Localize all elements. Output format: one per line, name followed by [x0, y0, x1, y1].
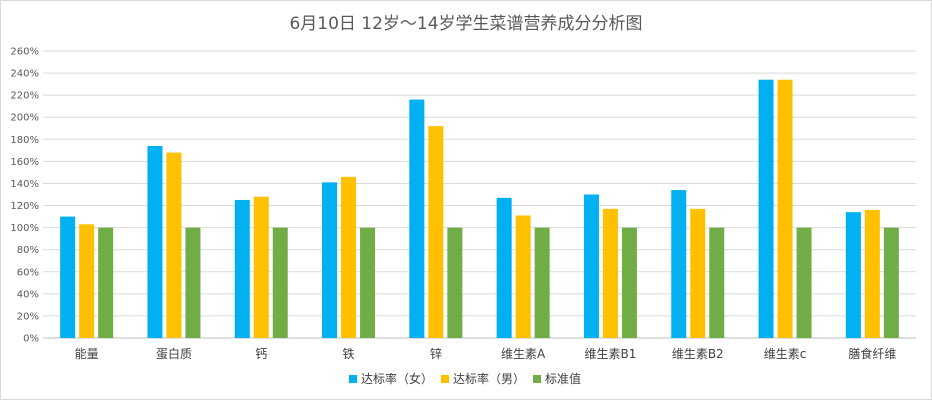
- bar: [621, 227, 637, 338]
- bar: [796, 227, 812, 338]
- bar: [883, 227, 899, 338]
- x-axis: 能量 蛋白质 钙 铁 锌 维生素A 维生素B1 维生素B2 维生素c 膳食纤维: [75, 346, 897, 361]
- legend-label: 达标率（女）: [361, 371, 433, 386]
- bar: [409, 99, 425, 338]
- y-tick-label: 0%: [23, 334, 39, 345]
- bar: [147, 145, 163, 338]
- bar: [98, 227, 114, 338]
- bar: [602, 208, 618, 338]
- x-tick-label: 维生素B2: [672, 347, 724, 361]
- x-tick-label: 铁: [343, 347, 355, 361]
- bar: [864, 209, 880, 338]
- bar: [709, 227, 725, 338]
- y-tick-label: 200%: [10, 113, 39, 124]
- y-tick-label: 20%: [17, 311, 39, 322]
- x-tick-label: 维生素B1: [585, 347, 637, 361]
- bar: [60, 216, 76, 338]
- legend: 达标率（女） 达标率（男） 标准值: [349, 371, 581, 386]
- y-tick-label: 260%: [10, 47, 39, 58]
- x-tick-label: 钙: [255, 347, 267, 361]
- x-tick-label: 维生素c: [764, 347, 807, 361]
- y-tick-label: 120%: [10, 201, 39, 212]
- bar: [234, 200, 250, 338]
- bar: [777, 79, 793, 338]
- y-tick-label: 60%: [17, 267, 39, 278]
- bar: [758, 79, 774, 338]
- legend-label: 标准值: [545, 371, 581, 386]
- y-tick-label: 140%: [10, 179, 39, 190]
- bar: [447, 227, 463, 338]
- y-tick-label: 160%: [10, 157, 39, 168]
- bar: [79, 224, 95, 338]
- bar: [671, 190, 687, 338]
- bar: [253, 196, 269, 338]
- chart-title: 6月10日 12岁～14岁学生菜谱营养成分分析图: [289, 14, 642, 34]
- bar: [690, 208, 706, 338]
- y-tick-label: 240%: [10, 69, 39, 80]
- x-tick-label: 膳食纤维: [848, 346, 896, 361]
- bar: [534, 227, 550, 338]
- x-tick-label: 锌: [430, 347, 442, 361]
- bars-layer: [60, 79, 899, 338]
- bar: [428, 126, 444, 338]
- bar: [185, 227, 201, 338]
- y-tick-label: 220%: [10, 91, 39, 102]
- legend-swatch: [441, 375, 449, 383]
- x-tick-label: 蛋白质: [156, 346, 192, 361]
- y-tick-label: 100%: [10, 223, 39, 234]
- y-tick-label: 40%: [17, 289, 39, 300]
- x-tick-label: 维生素A: [501, 347, 546, 361]
- x-tick-label: 能量: [75, 347, 99, 361]
- bar: [272, 227, 288, 338]
- bar: [360, 227, 376, 338]
- y-tick-label: 180%: [10, 135, 39, 146]
- legend-label: 达标率（男）: [453, 371, 525, 386]
- legend-swatch: [349, 375, 357, 383]
- bar: [583, 194, 599, 338]
- bar: [515, 215, 531, 338]
- bar: [845, 212, 861, 338]
- y-tick-label: 80%: [17, 245, 39, 256]
- legend-swatch: [533, 375, 541, 383]
- bar: [496, 197, 512, 338]
- bar: [322, 182, 338, 338]
- bar: [341, 176, 357, 338]
- bar: [166, 152, 182, 338]
